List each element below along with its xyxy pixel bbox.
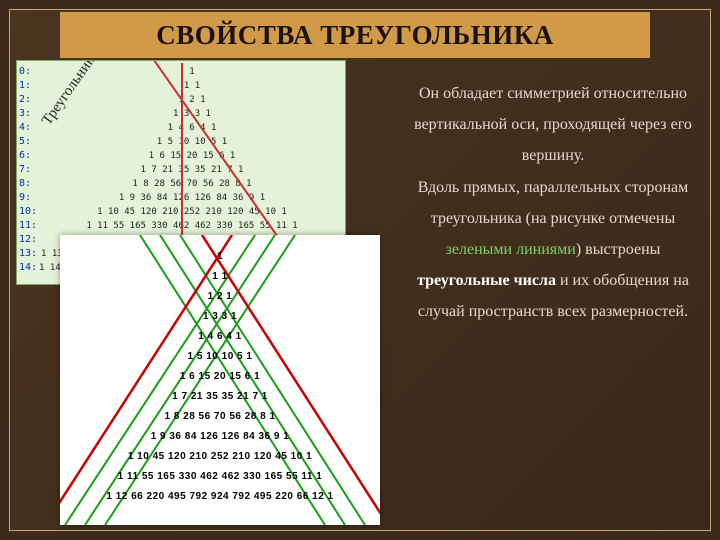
pascal-rows-2: 1 1 1 1 2 1 1 3 3 1 1 4 6 4 1 1 5 10 10 … xyxy=(60,247,380,507)
figure-pascal-diagonals: 1 1 1 1 2 1 1 3 3 1 1 4 6 4 1 1 5 10 10 … xyxy=(60,235,380,525)
desc-p1: Он обладает симметрией относительно верт… xyxy=(414,85,692,164)
row-number-labels: 0:1:2:3:4:5:6:7:8:9:10:11:12:13:14: xyxy=(19,65,37,275)
desc-p2a: Вдоль прямых, параллельных сторонам треу… xyxy=(418,179,689,227)
title-band: СВОЙСТВА ТРЕУГОЛЬНИКА xyxy=(60,12,650,58)
slide: СВОЙСТВА ТРЕУГОЛЬНИКА 0:1:2:3:4:5:6:7:8:… xyxy=(0,0,720,540)
desc-bold: треугольные числа xyxy=(417,272,556,289)
desc-p2b: ) выстроены xyxy=(576,241,661,258)
description-text: Он обладает симметрией относительно верт… xyxy=(408,78,698,328)
desc-green: зелеными линиями xyxy=(446,241,576,258)
slide-title: СВОЙСТВА ТРЕУГОЛЬНИКА xyxy=(156,20,554,51)
